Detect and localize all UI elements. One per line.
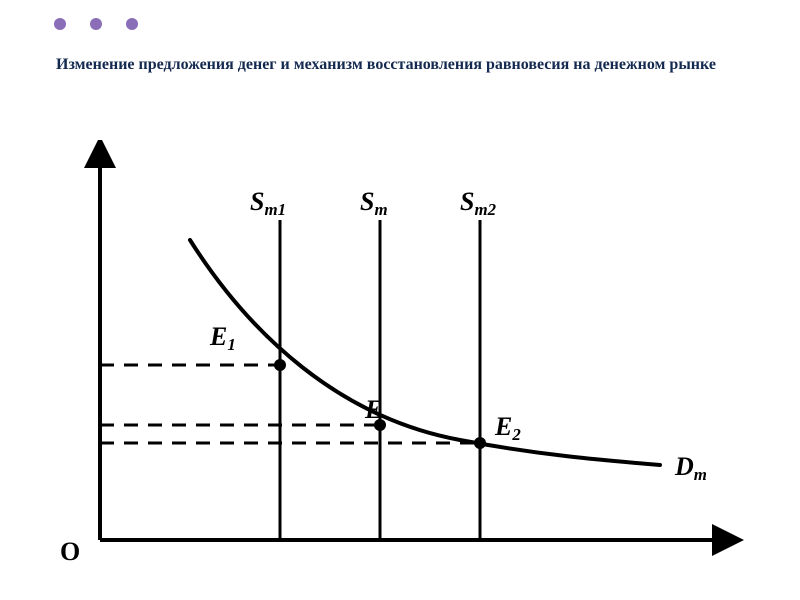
dot-icon <box>54 18 66 30</box>
decorative-dots <box>54 18 138 30</box>
svg-text:E2: E2 <box>494 412 521 444</box>
page-title: Изменение предложения денег и механизм в… <box>56 55 744 76</box>
dot-icon <box>90 18 102 30</box>
svg-text:Dm: Dm <box>674 452 707 484</box>
svg-text:E1: E1 <box>209 322 236 354</box>
svg-text:Sm: Sm <box>360 187 388 219</box>
money-market-chart: О Sm1 Sm Sm2 Dm E1 E E2 <box>40 140 760 580</box>
dot-icon <box>126 18 138 30</box>
svg-text:О: О <box>60 537 80 566</box>
chart-svg: О Sm1 Sm Sm2 Dm E1 E E2 <box>40 140 760 580</box>
svg-text:Sm2: Sm2 <box>460 187 497 219</box>
svg-text:Sm1: Sm1 <box>250 187 286 219</box>
svg-text:E: E <box>364 395 382 424</box>
